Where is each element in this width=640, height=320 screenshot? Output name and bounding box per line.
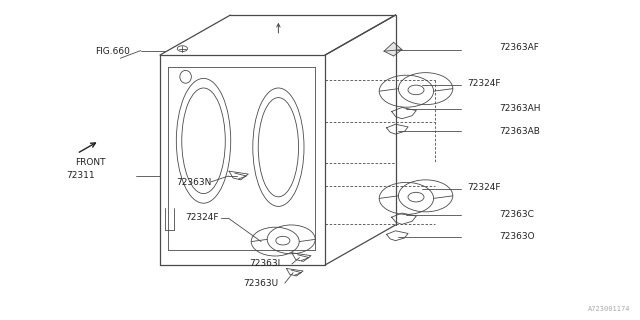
Text: 72363AH: 72363AH bbox=[499, 104, 541, 113]
Text: A723001174: A723001174 bbox=[588, 306, 630, 312]
Text: 72363AF: 72363AF bbox=[499, 44, 539, 52]
Text: 72311: 72311 bbox=[66, 171, 95, 180]
Text: 72324F: 72324F bbox=[467, 183, 500, 192]
Text: FIG.660: FIG.660 bbox=[95, 47, 129, 56]
Text: 72363N: 72363N bbox=[176, 178, 211, 187]
Text: 72363I: 72363I bbox=[250, 260, 281, 268]
Text: FRONT: FRONT bbox=[76, 158, 106, 167]
Text: 72324F: 72324F bbox=[467, 79, 500, 88]
Text: 72324F: 72324F bbox=[186, 213, 219, 222]
Polygon shape bbox=[384, 42, 402, 56]
Text: 72363U: 72363U bbox=[243, 279, 278, 288]
Text: 72363AB: 72363AB bbox=[499, 127, 540, 136]
Text: 72363C: 72363C bbox=[499, 210, 534, 219]
Text: 72363O: 72363O bbox=[499, 232, 535, 241]
